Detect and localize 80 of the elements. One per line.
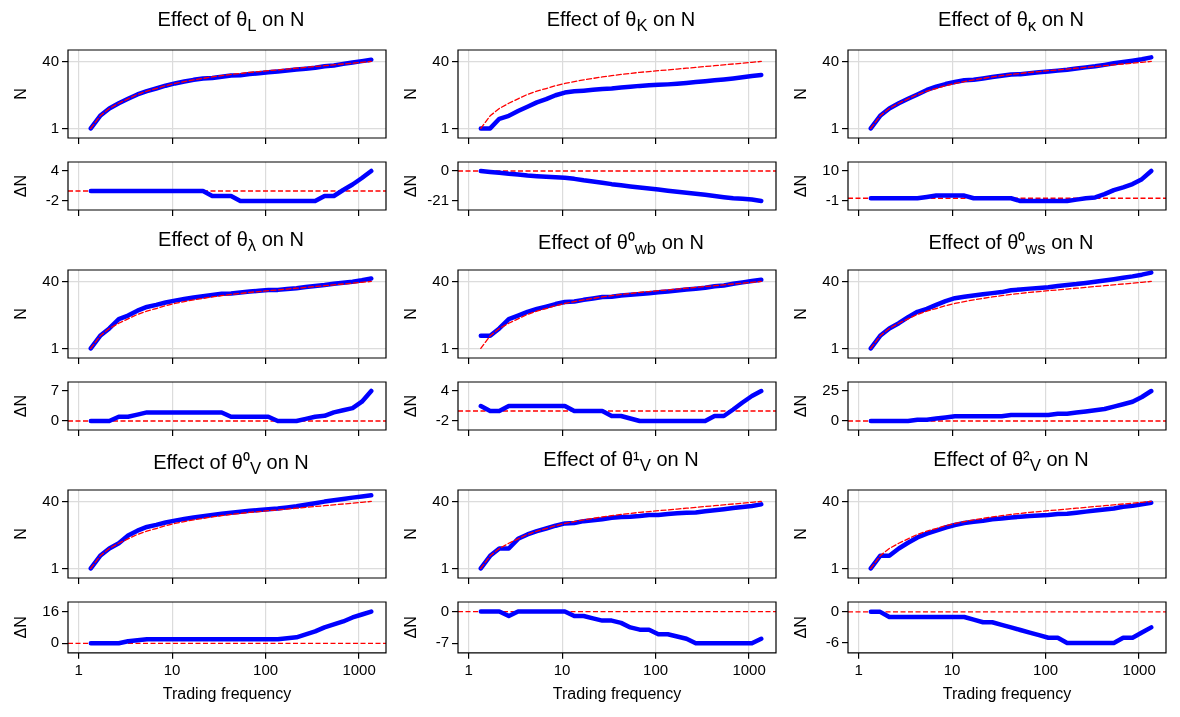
y-tick-label: -2 <box>45 191 59 209</box>
y-axis-title: ΔN <box>792 174 810 198</box>
y-tick-label: -1 <box>825 191 839 209</box>
y-axis-title: ΔN <box>402 394 420 418</box>
y-axis-title: ΔN <box>402 616 420 639</box>
y-tick-label: 7 <box>50 381 59 399</box>
y-tick-label: 4 <box>440 381 449 399</box>
x-tick-label: 100 <box>253 660 279 678</box>
y-tick-label: 0 <box>440 601 449 619</box>
chart-title: Effect of θ$_{L}$ on N <box>156 8 306 37</box>
chart-title: Effect of θ⁰$_{V}$ on N <box>152 450 310 478</box>
y-tick-label: -21 <box>427 191 449 209</box>
x-tick-label: 10 <box>943 660 961 678</box>
y-axis-title: N <box>402 308 420 320</box>
y-tick-label: -2 <box>435 411 449 429</box>
y-tick-label: 0 <box>830 601 839 619</box>
x-tick-label: 10 <box>163 660 181 678</box>
y-axis-title: ΔN <box>402 174 420 198</box>
x-tick-label: 1 <box>464 660 473 678</box>
x-tick-label: 100 <box>643 660 669 678</box>
chart-title: Effect of θ⁰$_{wb}$ on N <box>537 230 705 258</box>
chart-title: Effect of θ²$_{V}$ on N <box>932 448 1090 477</box>
y-tick-label: 1 <box>830 338 839 356</box>
y-tick-label: 4 <box>50 161 59 179</box>
y-tick-label: 1 <box>830 118 839 136</box>
y-tick-label: 0 <box>50 411 59 429</box>
y-tick-label: 16 <box>42 601 59 619</box>
chart-title: Effect of θ$_{λ}$ on N <box>157 228 305 257</box>
x-tick-label: 1 <box>854 660 863 678</box>
y-tick-label: 1 <box>440 558 449 576</box>
y-tick-label: 1 <box>440 338 449 356</box>
y-axis-title: ΔN <box>12 394 30 418</box>
y-tick-label: 10 <box>822 161 839 179</box>
y-axis-title: N <box>792 88 810 100</box>
chart-title: Effect of θ⁰$_{ws}$ on N <box>927 230 1095 258</box>
chart-title: Effect of θ¹$_{V}$ on N <box>542 448 700 477</box>
y-tick-label: 0 <box>440 161 449 179</box>
y-tick-label: 1 <box>50 338 59 356</box>
y-axis-title: ΔN <box>792 394 810 418</box>
line-series <box>480 60 762 130</box>
line-series <box>480 280 762 350</box>
y-tick-label: 40 <box>822 51 839 69</box>
x-tick-label: 1 <box>74 660 83 678</box>
y-axis-title: N <box>402 88 420 100</box>
y-tick-label: 40 <box>432 51 449 69</box>
y-tick-label: 40 <box>42 51 59 69</box>
y-tick-label: 40 <box>42 271 59 289</box>
y-tick-label: 1 <box>440 118 449 136</box>
y-axis-title: N <box>12 88 30 100</box>
y-tick-label: 1 <box>50 558 59 576</box>
x-axis-title: Trading frequency <box>552 684 682 702</box>
y-axis-title: N <box>12 528 30 540</box>
y-tick-label: 40 <box>432 491 449 509</box>
x-tick-label: 1000 <box>732 660 766 678</box>
x-tick-label: 1000 <box>342 660 376 678</box>
y-axis-title: N <box>792 308 810 320</box>
y-tick-label: 0 <box>830 411 839 429</box>
y-axis-title: N <box>402 528 420 540</box>
x-tick-label: 10 <box>553 660 571 678</box>
chart-title: Effect of θ$_{κ}$ on N <box>937 8 1085 37</box>
y-tick-label: -6 <box>825 633 839 651</box>
x-axis-title: Trading frequency <box>162 684 292 702</box>
y-tick-label: 40 <box>822 271 839 289</box>
y-axis-title: ΔN <box>12 616 30 639</box>
y-tick-label: 1 <box>830 558 839 576</box>
x-tick-label: 100 <box>1033 660 1059 678</box>
x-tick-label: 1000 <box>1122 660 1156 678</box>
chart-title: Effect of θ$_{K}$ on N <box>545 8 697 37</box>
y-tick-label: 40 <box>822 491 839 509</box>
y-axis-title: N <box>12 308 30 320</box>
y-tick-label: 40 <box>42 491 59 509</box>
y-tick-label: 1 <box>50 118 59 136</box>
y-tick-label: 40 <box>432 271 449 289</box>
y-axis-title: ΔN <box>12 174 30 198</box>
y-tick-label: -7 <box>435 633 449 651</box>
y-axis-title: N <box>792 528 810 540</box>
y-tick-label: 0 <box>50 633 59 651</box>
x-axis-title: Trading frequency <box>942 684 1072 702</box>
y-axis-title: ΔN <box>792 616 810 639</box>
y-tick-label: 25 <box>822 381 839 399</box>
